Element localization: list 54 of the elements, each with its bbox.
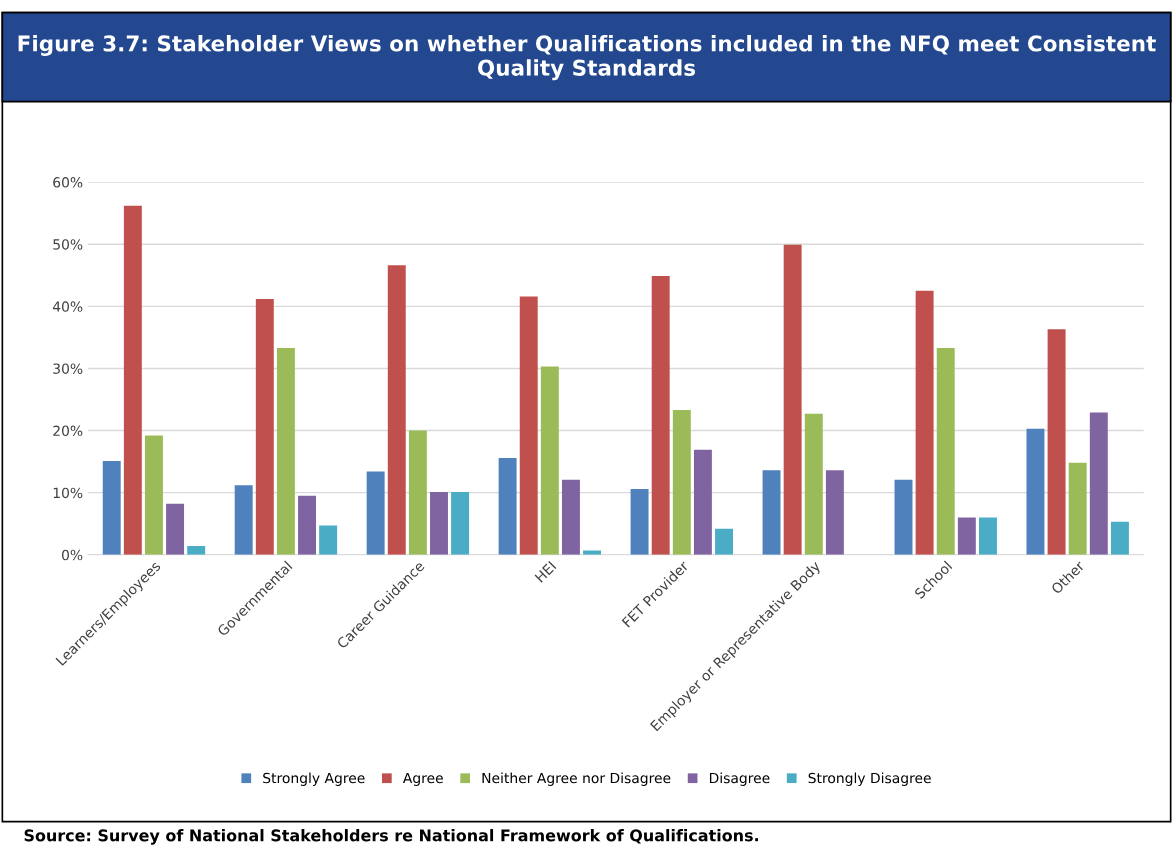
y-tick-label: 20%	[53, 425, 83, 437]
bar	[715, 528, 734, 555]
bar	[102, 460, 121, 555]
legend-label: Neither Agree nor Disagree	[482, 772, 671, 786]
bar	[825, 470, 844, 555]
bar	[1110, 521, 1129, 555]
x-tick-label: HEI	[534, 560, 557, 583]
bar	[187, 546, 206, 555]
legend-label: Disagree	[709, 772, 770, 786]
legend-label: Agree	[402, 772, 443, 786]
bar	[1068, 462, 1087, 555]
bar	[672, 410, 691, 555]
bar	[804, 413, 823, 555]
y-tick-label: 10%	[53, 487, 83, 499]
bar	[234, 485, 253, 555]
bar	[651, 275, 670, 555]
bar	[144, 435, 163, 555]
bar	[276, 347, 295, 555]
bar	[783, 244, 802, 555]
bar	[408, 430, 427, 555]
bar	[498, 457, 517, 555]
legend-label: Strongly Agree	[263, 772, 365, 786]
y-tick-label: 50%	[53, 239, 83, 250]
bar	[451, 492, 470, 555]
bar	[387, 265, 406, 555]
bar	[430, 492, 448, 555]
bar	[583, 550, 602, 555]
bar	[762, 470, 781, 555]
bar	[630, 488, 649, 555]
bar	[298, 495, 317, 555]
bar	[915, 290, 934, 555]
bar	[255, 298, 274, 555]
bar	[123, 205, 142, 555]
bar	[166, 503, 185, 555]
bar	[894, 479, 913, 555]
bar	[319, 525, 338, 555]
y-tick-label: 60%	[53, 177, 83, 188]
bar	[936, 347, 955, 555]
bar	[1026, 428, 1045, 555]
bar	[366, 471, 385, 555]
bar	[1047, 329, 1066, 555]
bar	[561, 479, 580, 555]
bar	[693, 449, 712, 555]
bar	[519, 296, 538, 555]
bar	[540, 366, 559, 555]
bar	[957, 517, 976, 555]
source-note: Source: Survey of National Stakeholders re National Framework of Qualifications.	[24, 829, 758, 845]
legend-label: Strongly Disagree	[808, 772, 931, 786]
y-tick-label: 0%	[62, 549, 83, 561]
y-tick-label: 40%	[52, 301, 83, 312]
chart-title: Figure 3.7: Stakeholder Views on whether Qualifications included in the NFQ meet Consistent Quality Standards	[18, 34, 1156, 81]
bar	[1089, 412, 1108, 555]
y-tick-label: 30%	[53, 363, 83, 374]
bar	[978, 517, 997, 555]
